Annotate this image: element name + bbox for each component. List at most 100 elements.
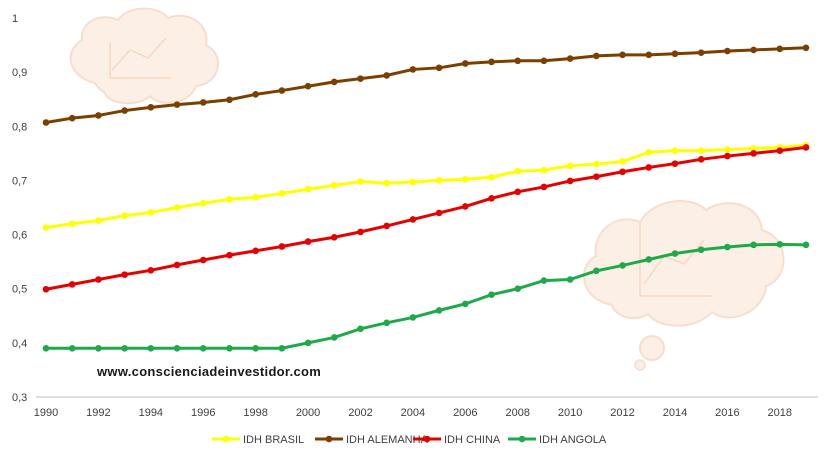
- data-point: [357, 75, 364, 82]
- data-point: [435, 209, 443, 217]
- data-point: [488, 194, 495, 202]
- data-point: [357, 228, 364, 236]
- data-point: [514, 57, 522, 65]
- data-point: [645, 51, 653, 59]
- data-point: [776, 241, 784, 248]
- data-point: [147, 209, 155, 216]
- data-point: [540, 166, 548, 174]
- legend-label: IDH ALEMANHA: [346, 434, 429, 446]
- data-point: [514, 285, 522, 293]
- legend-swatch-marker: [518, 435, 526, 443]
- y-tick-label: 0,4: [12, 338, 27, 350]
- data-point: [304, 185, 312, 193]
- data-point: [462, 300, 469, 308]
- data-point: [593, 267, 600, 275]
- series-idh-angola: [42, 241, 810, 352]
- y-tick-label: 0,8: [12, 121, 27, 133]
- axes: 0,3 0,4 0,5 0,6 0,7 0,8 0,9 1 1990 1992 1994 1996 19…: [12, 13, 818, 419]
- legend-item: IDH CHINA: [413, 434, 501, 446]
- x-tick-label: 2008: [505, 407, 529, 419]
- series-idh-brasil: [42, 141, 810, 231]
- data-point: [68, 114, 76, 122]
- data-point: [645, 164, 653, 171]
- x-tick-label: 2006: [453, 407, 477, 419]
- data-point: [566, 177, 574, 185]
- data-point: [278, 87, 286, 94]
- data-point: [802, 44, 810, 52]
- data-point: [619, 262, 626, 269]
- data-point: [435, 307, 443, 314]
- data-point: [566, 162, 574, 170]
- data-point: [566, 276, 574, 283]
- data-point: [147, 344, 155, 352]
- legend-swatch-marker: [423, 435, 431, 443]
- data-point: [95, 217, 102, 224]
- series-line: [45, 143, 807, 230]
- data-point: [95, 112, 102, 119]
- data-point: [435, 64, 443, 72]
- data-point: [199, 344, 207, 352]
- data-point: [226, 251, 233, 259]
- data-point: [173, 101, 181, 108]
- data-point: [278, 243, 286, 250]
- x-tick-label: 2018: [768, 407, 792, 419]
- data-point: [514, 188, 522, 196]
- series-line: [45, 145, 807, 291]
- data-point: [252, 247, 259, 255]
- data-point: [619, 51, 626, 59]
- data-point: [645, 256, 653, 263]
- data-point: [409, 216, 417, 223]
- y-tick-label: 0,6: [12, 230, 27, 242]
- data-point: [593, 52, 600, 60]
- data-point: [671, 250, 679, 257]
- data-point: [697, 156, 705, 163]
- legend-label: IDH BRASIL: [243, 434, 304, 446]
- x-tick-label: 2016: [715, 407, 739, 419]
- series-layer: [42, 44, 810, 352]
- legend-item: IDH BRASIL: [212, 434, 304, 446]
- data-point: [593, 160, 600, 168]
- legend-swatch-marker: [325, 435, 333, 443]
- data-point: [409, 178, 417, 186]
- data-point: [173, 204, 181, 211]
- data-point: [121, 212, 128, 219]
- x-tick-label: 1996: [191, 407, 215, 419]
- data-point: [671, 147, 679, 154]
- y-tick-label: 0,5: [12, 284, 27, 296]
- data-point: [42, 344, 50, 352]
- data-point: [330, 78, 338, 86]
- data-point: [488, 58, 495, 66]
- data-point: [226, 344, 233, 352]
- data-point: [724, 47, 731, 55]
- data-point: [697, 246, 705, 254]
- data-point: [304, 82, 312, 90]
- legend: IDH BRASIL IDH ALEMANHA IDH CHINA IDH ANGOL…: [212, 434, 607, 446]
- data-point: [776, 45, 784, 53]
- data-point: [68, 220, 76, 228]
- data-point: [724, 152, 731, 160]
- data-point: [330, 182, 338, 189]
- legend-item: IDH ANGOLA: [508, 434, 607, 446]
- data-point: [383, 72, 390, 79]
- data-point: [304, 339, 312, 347]
- data-point: [357, 325, 364, 333]
- legend-label: IDH ANGOLA: [539, 434, 607, 446]
- x-tick-label: 2000: [296, 407, 320, 419]
- y-tick-label: 1: [12, 13, 18, 25]
- data-point: [540, 57, 548, 65]
- data-point: [462, 60, 469, 67]
- data-point: [173, 344, 181, 352]
- data-point: [697, 49, 705, 56]
- data-point: [147, 267, 155, 274]
- x-tick-label: 1992: [86, 407, 110, 419]
- data-point: [330, 233, 338, 241]
- data-point: [357, 178, 364, 185]
- data-point: [330, 334, 338, 341]
- series-idh-china: [42, 144, 810, 293]
- data-point: [750, 145, 757, 152]
- legend-swatch-marker: [222, 435, 230, 443]
- data-point: [173, 261, 181, 269]
- data-point: [95, 276, 102, 283]
- x-tick-label: 2002: [348, 407, 372, 419]
